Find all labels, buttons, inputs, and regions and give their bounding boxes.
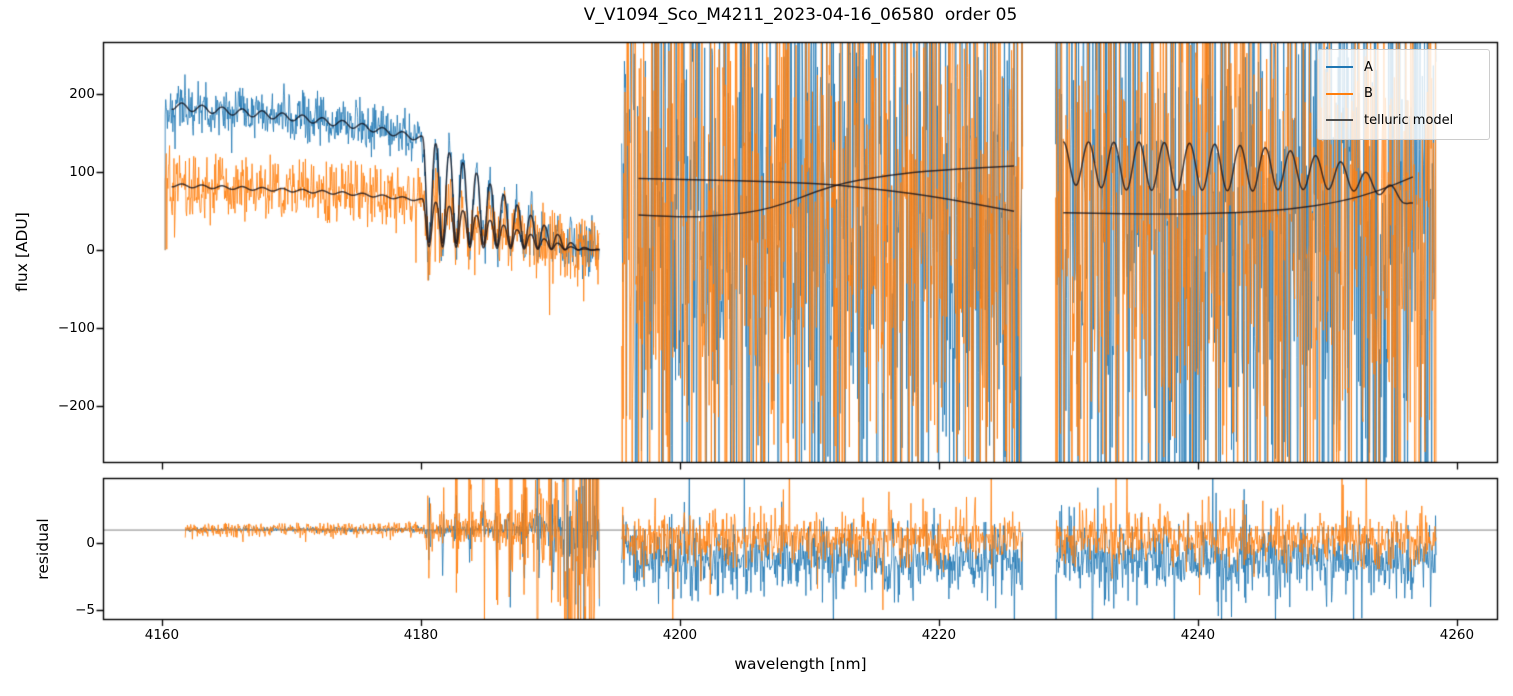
wavelength-axis-label: wavelength [nm] [734,655,867,673]
flux-axis-label: flux [ADU] [13,212,31,292]
flux-y-tick-label: 200 [69,86,95,103]
plot-title: V_V1094_Sco_M4211_2023-04-16_06580 order… [583,5,1018,25]
x-tick-label: 4200 [662,627,698,643]
legend-item-label: B [1364,86,1373,102]
residual-y-tick-label: −5 [75,601,95,618]
x-tick-label: 4260 [1439,627,1475,643]
x-tick-label: 4160 [144,627,180,643]
flux-y-tick-label: −100 [57,320,95,337]
residual-y-tick-label: 0 [86,534,95,551]
legend-item-telluric-model: telluric model [1326,107,1489,134]
legend-item-label: A [1364,59,1373,75]
legend-item-b: B [1326,81,1489,108]
x-tick-label: 4220 [921,627,957,643]
flux-y-tick-label: 0 [86,242,95,259]
flux-y-tick-label: −200 [57,398,95,415]
legend-item-a: A [1326,54,1489,81]
legend-line-swatch [1326,119,1353,122]
x-tick-label: 4180 [403,627,439,643]
x-tick-label: 4240 [1180,627,1216,643]
legend-line-swatch [1326,66,1353,69]
flux-y-tick-label: 100 [69,164,95,181]
legend-item-label: telluric model [1364,112,1454,128]
legend-line-swatch [1326,92,1353,95]
